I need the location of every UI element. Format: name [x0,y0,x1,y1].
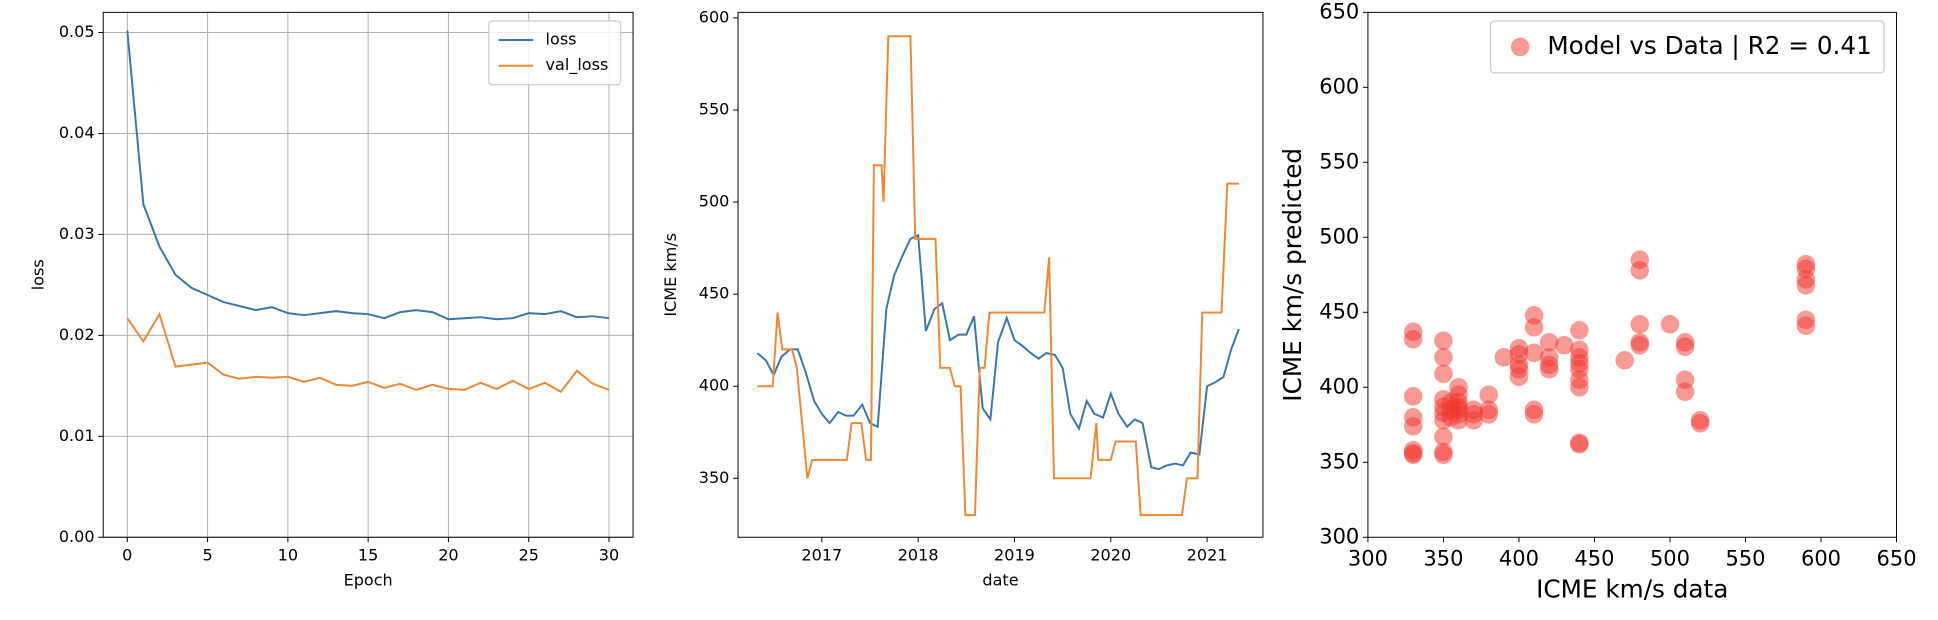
legend-label: val_loss [546,55,609,75]
scatter-point [1660,315,1680,334]
x-tick-label: 10 [278,545,298,564]
scatter-point [1675,382,1695,402]
x-tick-label: 300 [1348,546,1388,570]
scatter-point [1479,385,1499,405]
scatter-point [1524,405,1544,424]
scatter-point [1509,367,1529,387]
scatter-point [1796,276,1816,295]
scatter-point [1675,337,1695,357]
scatter-point [1630,261,1650,280]
y-tick-label: 0.05 [59,22,95,41]
y-tick-label: 500 [699,192,730,211]
y-tick-label: 0.02 [59,325,95,344]
legend-label: Model vs Data | R2 = 0.41 [1547,31,1871,60]
y-tick-label: 550 [1319,149,1359,173]
x-tick-label: 650 [1876,546,1916,570]
x-tick-label: 450 [1574,546,1614,570]
y-axis-label: loss [28,259,47,290]
scatter-point [1464,411,1483,430]
y-tick-label: 0.04 [59,123,95,142]
scatter-point [1570,435,1589,454]
y-tick-label: 600 [1319,74,1359,98]
y-tick-label: 400 [1319,374,1359,398]
x-tick-label: 2021 [1187,545,1228,564]
y-tick-label: 0.03 [59,224,95,243]
y-tick-label: 550 [699,99,730,118]
series-line [757,35,1239,517]
scatter-point [1796,316,1816,336]
scatter-point [1630,315,1650,334]
x-tick-label: 600 [1801,546,1841,570]
y-tick-label: 450 [699,284,730,303]
scatter-point [1434,364,1453,384]
y-tick-label: 0.00 [59,527,95,546]
legend: loss val_loss [488,20,622,86]
scatter-point [1630,336,1650,355]
x-tick-label: 2017 [801,545,842,564]
scatter-point [1434,331,1453,351]
scatter-point [1690,414,1710,433]
series-line [126,30,610,321]
y-tick-label: 650 [1319,0,1359,23]
x-axis-label: Epoch [344,571,393,590]
x-tick-label: 20 [438,545,458,564]
scatter-point [1539,360,1559,379]
y-tick-label: 600 [699,7,730,26]
legend-label: loss [546,30,577,49]
scatter-point [1403,387,1423,406]
series-line [756,233,1240,471]
legend-swatch [1510,37,1530,57]
scatter-point [1524,343,1544,363]
y-tick-label: 500 [1319,224,1359,248]
y-axis-label: ICME km/s predicted [1278,148,1307,402]
x-axis-label: ICME km/s data [1536,574,1728,603]
scatter-point [1403,445,1423,465]
scatter-point [1539,333,1559,352]
scatter-point [1555,336,1574,355]
y-tick-label: 450 [1319,299,1359,323]
x-tick-label: 350 [1423,546,1463,570]
y-tick-label: 400 [699,376,730,395]
plot-frame [102,11,634,538]
x-tick-label: 5 [202,545,212,564]
x-tick-label: 0 [122,545,132,564]
scatter-point [1403,417,1423,436]
series-line [126,311,610,394]
y-tick-label: 350 [699,468,730,487]
scatter-point [1479,405,1499,424]
legend: Model vs Data | R2 = 0.41 [1489,20,1885,74]
x-tick-label: 400 [1499,546,1539,570]
scatter-point [1434,427,1453,447]
scatter-point [1494,348,1514,367]
scatter-point [1615,351,1634,370]
legend-box [1489,20,1885,74]
y-axis-label: ICME km/s [661,233,680,317]
scatter-point [1434,348,1453,367]
x-tick-label: 15 [358,545,378,564]
x-tick-label: 2019 [994,545,1035,564]
x-tick-label: 500 [1650,546,1690,570]
legend-box [488,20,622,86]
scatter-point [1524,318,1544,337]
x-tick-label: 550 [1725,546,1765,570]
scatter-point [1434,445,1453,465]
scatter-point [1403,330,1423,349]
scatter-point [1570,378,1589,397]
plot-frame [1367,11,1898,538]
scatter-point [1449,411,1468,430]
x-tick-label: 2018 [898,545,939,564]
scatter-point [1570,321,1589,340]
x-tick-label: 25 [518,545,538,564]
y-tick-label: 0.01 [59,426,95,445]
plot-frame [737,11,1264,538]
x-axis-label: date [982,571,1018,590]
x-tick-label: 30 [599,545,619,564]
y-tick-label: 300 [1319,524,1359,548]
x-tick-label: 2020 [1090,545,1131,564]
y-tick-label: 350 [1319,449,1359,473]
